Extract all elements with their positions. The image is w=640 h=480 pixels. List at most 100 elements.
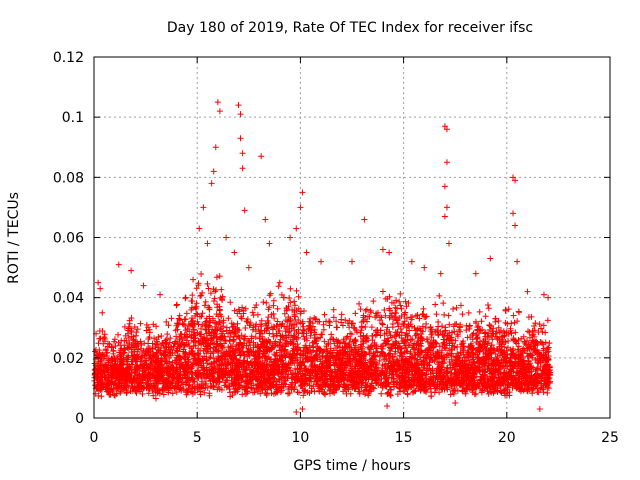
data-point	[416, 315, 423, 322]
data-point	[111, 336, 118, 343]
data-point	[218, 286, 225, 293]
data-point	[172, 338, 179, 345]
data-point	[314, 378, 321, 385]
data-point	[164, 331, 171, 338]
data-point	[193, 285, 200, 292]
data-point	[343, 334, 350, 341]
data-point	[362, 323, 369, 330]
data-point	[196, 313, 203, 320]
data-point	[317, 346, 324, 353]
data-point	[182, 295, 189, 302]
data-point	[154, 344, 161, 351]
data-point	[514, 318, 521, 325]
data-point	[260, 299, 267, 306]
data-point	[472, 390, 479, 397]
data-point	[442, 345, 449, 352]
data-point	[252, 386, 259, 393]
data-point	[264, 317, 271, 324]
data-point	[128, 315, 135, 322]
data-point	[300, 307, 307, 314]
data-point	[535, 360, 542, 367]
data-point	[476, 308, 483, 315]
data-point	[443, 365, 450, 372]
data-point	[186, 328, 193, 335]
data-point	[382, 312, 389, 319]
data-point	[403, 324, 410, 331]
data-point	[331, 340, 338, 347]
data-point	[363, 306, 370, 313]
data-point	[163, 336, 170, 343]
data-point	[316, 318, 323, 325]
data-point	[137, 354, 144, 361]
chart-title: Day 180 of 2019, Rate Of TEC Index for r…	[167, 20, 533, 36]
data-point	[254, 311, 261, 318]
data-point	[511, 319, 518, 326]
data-point	[465, 309, 472, 316]
data-point	[137, 320, 144, 327]
data-point	[173, 389, 180, 396]
data-point	[544, 317, 551, 324]
data-point	[436, 292, 443, 299]
data-point	[218, 325, 225, 332]
data-point	[356, 300, 363, 307]
data-point	[266, 330, 273, 337]
data-point	[295, 389, 302, 396]
data-point	[314, 356, 321, 363]
data-point	[463, 327, 470, 334]
data-point	[150, 392, 157, 399]
data-point	[163, 359, 170, 366]
data-point	[338, 311, 345, 318]
data-point	[287, 299, 294, 306]
data-point	[510, 312, 517, 319]
data-point	[307, 332, 314, 339]
data-point	[404, 348, 411, 355]
data-point	[478, 318, 485, 325]
data-point	[363, 382, 370, 389]
data-point	[239, 344, 246, 351]
data-point	[213, 274, 220, 281]
data-point	[141, 357, 148, 364]
data-point	[330, 306, 337, 313]
data-point	[293, 320, 300, 327]
data-point	[502, 306, 509, 313]
data-point	[98, 393, 105, 400]
data-point	[396, 298, 403, 305]
data-point	[155, 333, 162, 340]
data-point	[201, 389, 208, 396]
data-point	[275, 283, 282, 290]
data-point	[398, 335, 405, 342]
data-point	[325, 318, 332, 325]
data-point	[378, 390, 385, 397]
data-point	[485, 305, 492, 312]
data-point	[433, 311, 440, 318]
data-point	[544, 389, 551, 396]
data-point	[295, 293, 302, 300]
data-point	[379, 288, 386, 295]
data-point	[530, 323, 537, 330]
data-point	[357, 306, 364, 313]
data-point	[262, 354, 269, 361]
data-point	[273, 332, 280, 339]
data-point	[504, 320, 511, 327]
data-point	[168, 315, 175, 322]
data-point	[441, 311, 448, 318]
data-point	[306, 342, 313, 349]
data-point	[384, 324, 391, 331]
data-point	[183, 310, 190, 317]
data-point	[204, 384, 211, 391]
data-point	[326, 322, 333, 329]
data-point	[198, 325, 205, 332]
data-point	[358, 327, 365, 334]
data-point	[201, 302, 208, 309]
data-point	[239, 304, 246, 311]
data-point	[195, 280, 202, 287]
data-point	[481, 360, 488, 367]
data-point	[450, 305, 457, 312]
data-point	[216, 386, 223, 393]
data-point	[203, 315, 210, 322]
data-point	[284, 349, 291, 356]
data-point	[134, 348, 141, 355]
data-point	[286, 295, 293, 302]
data-point	[466, 323, 473, 330]
data-point	[314, 343, 321, 350]
